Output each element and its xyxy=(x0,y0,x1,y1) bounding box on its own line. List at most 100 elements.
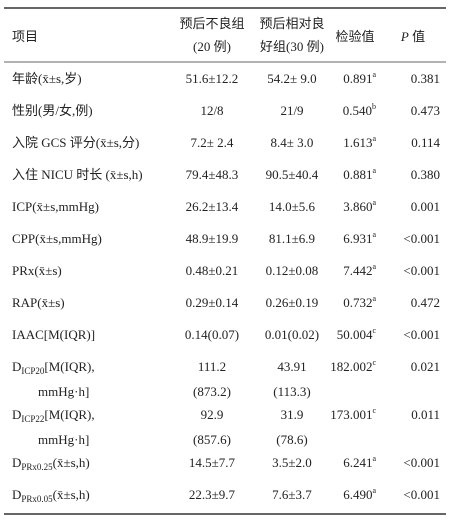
poor-value: (873.2) xyxy=(193,384,231,399)
test-value: 50.004c xyxy=(337,326,377,342)
label-text: IAAC[M(IQR)] xyxy=(12,327,95,342)
test-sup: c xyxy=(372,358,376,367)
test-sup: a xyxy=(372,230,376,239)
good-value: 3.5±2.0 xyxy=(272,455,312,470)
row-label: DPRx0.25(x̄±s,h) xyxy=(12,455,90,472)
test-value: 0.881a xyxy=(343,166,376,182)
good-value: 54.2± 9.0 xyxy=(267,71,316,86)
label-text: D xyxy=(12,407,21,422)
poor-value: 22.3±9.7 xyxy=(189,487,236,502)
test-number: 0.891 xyxy=(343,71,372,86)
row-label: RAP(x̄±s) xyxy=(12,295,65,310)
label-sub: ICP20 xyxy=(21,366,45,376)
test-sup: c xyxy=(372,326,376,335)
test-value: 0.891a xyxy=(343,70,376,86)
test-value: 3.860a xyxy=(343,198,376,214)
good-value: 8.4± 3.0 xyxy=(271,135,314,150)
p-value: <0.001 xyxy=(403,487,440,502)
p-value: 0.001 xyxy=(411,199,440,214)
label-text: 年龄(x̄±s,岁) xyxy=(12,71,82,86)
test-number: 1.613 xyxy=(343,135,372,150)
poor-value: 0.14(0.07) xyxy=(185,327,239,342)
row-label: PRx(x̄±s) xyxy=(12,263,62,278)
p-value: <0.001 xyxy=(403,455,440,470)
test-number: 0.540 xyxy=(343,103,372,118)
poor-value: 92.9 xyxy=(201,407,224,422)
header-item: 项目 xyxy=(12,29,38,44)
poor-value: (857.6) xyxy=(193,432,231,447)
label-text: 入院 GCS 评分(x̄±s,分) xyxy=(12,135,139,150)
label-after: [M(IQR), xyxy=(44,359,94,374)
test-number: 173.001 xyxy=(330,407,372,422)
test-number: 3.860 xyxy=(343,199,372,214)
test-sup: a xyxy=(372,294,376,303)
test-value: 6.241a xyxy=(343,454,376,470)
test-sup: a xyxy=(372,134,376,143)
test-number: 182.002 xyxy=(330,359,372,374)
poor-value: 111.2 xyxy=(198,359,226,374)
poor-value: 51.6±12.2 xyxy=(186,71,239,86)
label-text: mmHg·h] xyxy=(38,432,89,447)
good-value: (113.3) xyxy=(273,384,310,399)
test-value: 0.540b xyxy=(343,102,376,118)
poor-value: 26.2±13.4 xyxy=(186,199,239,214)
test-number: 50.004 xyxy=(337,327,373,342)
label-after: (x̄±s,h) xyxy=(53,487,90,502)
p-value: 0.472 xyxy=(411,295,440,310)
good-value: 81.1±6.9 xyxy=(269,231,315,246)
p-value: <0.001 xyxy=(403,327,440,342)
header-poor: (20 例) xyxy=(193,39,231,54)
poor-value: 0.29±0.14 xyxy=(186,295,239,310)
test-number: 6.241 xyxy=(343,455,372,470)
row-label: 入院 GCS 评分(x̄±s,分) xyxy=(12,135,139,150)
test-number: 0.881 xyxy=(343,167,372,182)
label-sub: PRx0.05 xyxy=(21,494,53,504)
header-test: 检验值 xyxy=(335,29,374,44)
good-value: 21/9 xyxy=(280,103,303,118)
poor-value: 7.2± 2.4 xyxy=(191,135,234,150)
good-value: 90.5±40.4 xyxy=(266,167,319,182)
row-label: CPP(x̄±s,mmHg) xyxy=(12,231,102,246)
good-value: 31.9 xyxy=(281,407,304,422)
row-label: mmHg·h] xyxy=(38,384,89,399)
row-label: ICP(x̄±s,mmHg) xyxy=(12,199,99,214)
test-sup: a xyxy=(372,454,376,463)
label-sub: PRx0.25 xyxy=(21,462,53,472)
test-sup: c xyxy=(372,406,376,415)
label-text: CPP(x̄±s,mmHg) xyxy=(12,231,102,246)
row-label: DICP20[M(IQR), xyxy=(12,359,95,376)
label-text: mmHg·h] xyxy=(38,384,89,399)
label-text: ICP(x̄±s,mmHg) xyxy=(12,199,99,214)
row-label: 入住 NICU 时长 (x̄±s,h) xyxy=(12,167,143,182)
p-value: <0.001 xyxy=(403,231,440,246)
test-number: 0.732 xyxy=(343,295,372,310)
p-value: <0.001 xyxy=(403,263,440,278)
label-text: 入住 NICU 时长 (x̄±s,h) xyxy=(12,167,143,182)
good-value: 0.26±0.19 xyxy=(266,295,319,310)
test-value: 6.490a xyxy=(343,486,376,502)
header-good: 好组(30 例) xyxy=(260,39,324,54)
test-number: 7.442 xyxy=(343,263,372,278)
label-sub: ICP22 xyxy=(21,414,44,424)
header-good: 预后相对良 xyxy=(259,16,324,31)
p-symbol: P xyxy=(400,29,409,44)
p-value: 0.011 xyxy=(411,407,440,422)
test-sup: a xyxy=(372,262,376,271)
label-text: D xyxy=(12,487,21,502)
p-value: 0.021 xyxy=(411,359,440,374)
test-value: 6.931a xyxy=(343,230,376,246)
label-text: 性别(男/女,例) xyxy=(12,103,93,118)
good-value: 0.01(0.02) xyxy=(265,327,319,342)
label-after: (x̄±s,h) xyxy=(53,455,90,470)
row-label: DPRx0.05(x̄±s,h) xyxy=(12,487,90,504)
poor-value: 48.9±19.9 xyxy=(186,231,239,246)
p-value: 0.114 xyxy=(411,135,440,150)
p-value: 0.473 xyxy=(411,103,440,118)
test-sup: a xyxy=(372,486,376,495)
label-text: RAP(x̄±s) xyxy=(12,295,65,310)
good-value: (78.6) xyxy=(276,432,307,447)
poor-value: 14.5±7.7 xyxy=(189,455,236,470)
test-sup: a xyxy=(372,70,376,79)
label-after: [M(IQR), xyxy=(44,407,94,422)
label-text: D xyxy=(12,455,21,470)
